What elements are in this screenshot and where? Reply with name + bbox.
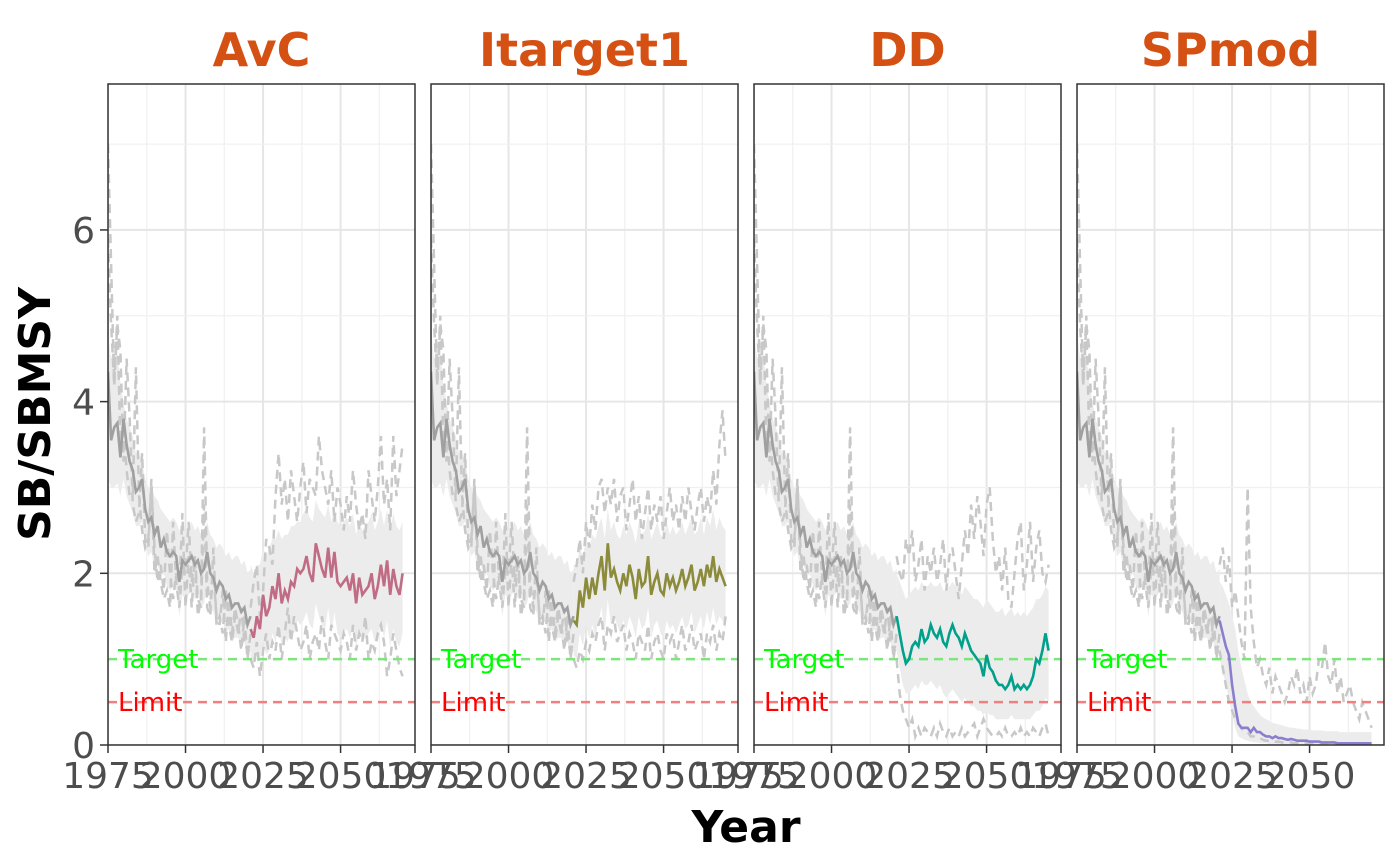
facet-title: SPmod [1141, 23, 1320, 77]
projection-median-line [1218, 620, 1372, 745]
historical-sim-2-line [754, 238, 898, 655]
target-label: Target [440, 645, 521, 675]
x-tick-label: 2025 [217, 756, 309, 797]
historical-median-line [1077, 371, 1221, 630]
historical-median-line [108, 371, 252, 630]
panels: TargetLimitAvC19752000202520501975Target… [62, 23, 1385, 797]
target-label: Target [1086, 645, 1167, 675]
y-tick-label: 0 [72, 726, 95, 767]
projection-median-line [895, 615, 1050, 693]
y-axis: 0 2 4 6 [72, 211, 108, 767]
panel-border [753, 83, 1062, 746]
panel-border [107, 83, 416, 746]
x-tick-label: 2050 [1264, 756, 1356, 797]
x-tick-label: 1975 [692, 756, 784, 797]
projection-band [896, 573, 1049, 720]
limit-label: Limit [118, 688, 182, 718]
x-tick-label: 2025 [1186, 756, 1278, 797]
target-label: Target [117, 645, 198, 675]
x-tick-label: 2025 [863, 756, 955, 797]
grid [431, 84, 738, 745]
x-tick-label: 1975 [1015, 756, 1107, 797]
x-tick-label: 1975 [369, 756, 461, 797]
historical-sim-2-line [1077, 238, 1221, 655]
x-tick-label: 2050 [941, 756, 1033, 797]
projection-median-line [249, 542, 404, 639]
projection-sim-1-line [1218, 487, 1373, 729]
limit-label: Limit [441, 688, 505, 718]
target-label: Target [763, 645, 844, 675]
y-tick-label: 2 [72, 554, 95, 595]
panel-border [430, 83, 739, 746]
x-tick-label: 1975 [1031, 756, 1123, 797]
limit-label: Limit [1087, 688, 1151, 718]
historical-sim-1-line [431, 144, 575, 660]
y-tick-label: 4 [72, 383, 95, 424]
x-tick-label: 2000 [140, 756, 232, 797]
panel-border [1076, 83, 1385, 746]
x-tick-label: 2000 [1109, 756, 1201, 797]
plot-area [754, 144, 1061, 742]
x-tick-label: 1975 [708, 756, 800, 797]
projection-sim-1-line [895, 487, 1050, 609]
historical-median-line [754, 371, 898, 630]
historical-sim-1-line [108, 144, 252, 660]
plot-area [1077, 144, 1384, 745]
y-tick-label: 6 [72, 211, 95, 252]
historical-sim-2-line [108, 238, 252, 655]
historical-sim-2-line [431, 238, 575, 655]
projection-sim-2-line [895, 659, 1050, 742]
x-axis-title: Year [690, 802, 800, 853]
historical-median-line [431, 371, 575, 630]
plot-area [108, 144, 415, 704]
projection-sim-1-line [572, 410, 727, 583]
historical-sim-1-line [754, 144, 898, 660]
y-axis-title: SB/SBMSY [10, 286, 61, 541]
x-tick-label: 2050 [618, 756, 710, 797]
facet-title: AvC [213, 23, 311, 77]
plot-area [431, 144, 738, 704]
x-tick-label: 2050 [295, 756, 387, 797]
x-tick-label: 1975 [385, 756, 477, 797]
projection-sim-2-line [1218, 650, 1372, 745]
projection-sim-2-line [249, 607, 404, 677]
x-tick-label: 2000 [463, 756, 555, 797]
projection-sim-1-line [249, 435, 404, 617]
projection-sim-2-line [572, 615, 727, 673]
facet-title: Itarget1 [479, 23, 690, 77]
historical-sim-1-line [1077, 144, 1221, 660]
facet-title: DD [869, 23, 945, 77]
x-tick-label: 2025 [540, 756, 632, 797]
projection-median-line [572, 543, 727, 629]
x-tick-label: 1975 [62, 756, 154, 797]
limit-label: Limit [764, 688, 828, 718]
x-tick-label: 2000 [786, 756, 878, 797]
